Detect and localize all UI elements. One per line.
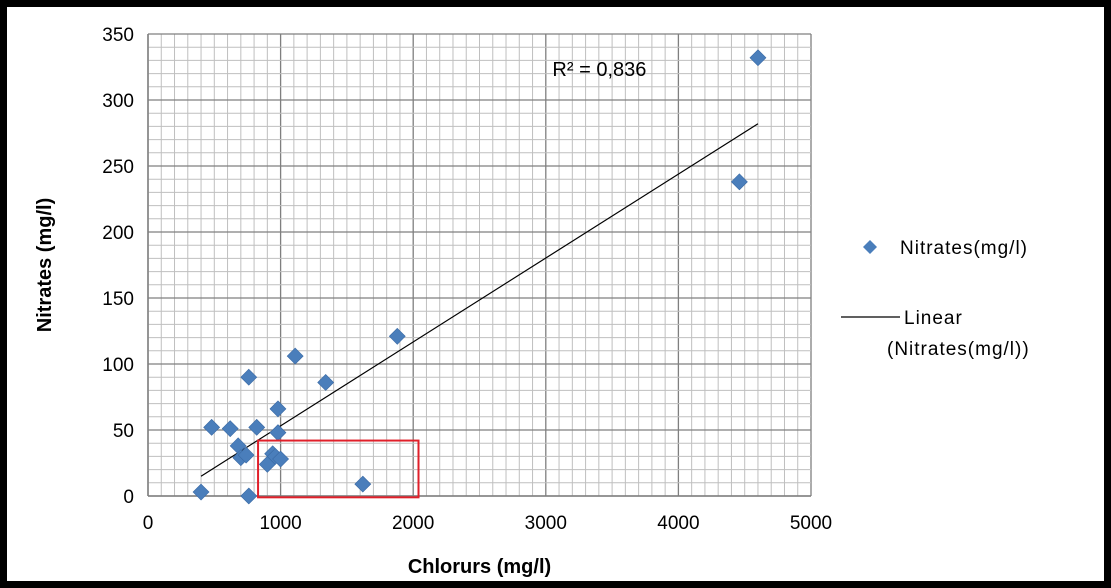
chart-area: 0 1000 2000 3000 4000 5000 0 50 100 150 200 250 300 3… bbox=[7, 7, 1104, 581]
data-point bbox=[730, 173, 748, 191]
data-point bbox=[269, 400, 287, 418]
scatter-chart: 0 1000 2000 3000 4000 5000 0 50 100 150 200 250 300 3… bbox=[34, 25, 1030, 578]
grid bbox=[147, 33, 812, 497]
y-tick-label: 200 bbox=[102, 223, 134, 244]
x-tick-label: 4000 bbox=[657, 513, 699, 534]
legend-label-linear-line1: Linear bbox=[904, 308, 963, 329]
x-tick-label: 0 bbox=[143, 513, 154, 534]
data-point bbox=[240, 368, 258, 386]
y-tick-label: 0 bbox=[123, 487, 134, 508]
data-point bbox=[192, 483, 210, 501]
legend-marker-nitrates bbox=[863, 240, 877, 254]
annotations: R² = 0,836 bbox=[552, 59, 646, 81]
x-tick-label: 2000 bbox=[392, 513, 434, 534]
data-point bbox=[272, 450, 290, 468]
y-tick-label: 150 bbox=[102, 289, 134, 310]
x-tick-label: 1000 bbox=[259, 513, 301, 534]
y-tick-label: 350 bbox=[102, 25, 134, 46]
data-point bbox=[203, 418, 221, 436]
data-point bbox=[269, 424, 287, 442]
x-axis-title: Chlorurs (mg/l) bbox=[408, 556, 551, 578]
data-point bbox=[388, 327, 406, 345]
data-point bbox=[286, 347, 304, 365]
data-point bbox=[240, 487, 258, 505]
data-point bbox=[354, 475, 372, 493]
legend-label-nitrates: Nitrates(mg/l) bbox=[900, 238, 1028, 259]
y-tick-label: 300 bbox=[102, 91, 134, 112]
x-tick-label: 3000 bbox=[525, 513, 567, 534]
y-tick-label: 50 bbox=[113, 421, 134, 442]
data-points bbox=[192, 49, 767, 505]
trendline bbox=[200, 123, 759, 477]
tick-labels: 0 1000 2000 3000 4000 5000 0 50 100 150 200 250 300 3… bbox=[102, 25, 832, 534]
y-tick-label: 250 bbox=[102, 157, 134, 178]
r-squared-label: R² = 0,836 bbox=[552, 59, 646, 81]
highlight-rectangle bbox=[257, 439, 420, 499]
highlight-box bbox=[257, 439, 420, 499]
x-tick-label: 5000 bbox=[790, 513, 832, 534]
data-point bbox=[237, 446, 255, 464]
y-tick-label: 100 bbox=[102, 355, 134, 376]
legend-label-linear-line2: (Nitrates(mg/l)) bbox=[887, 339, 1030, 360]
data-point bbox=[749, 49, 767, 67]
legend: Nitrates(mg/l) Linear (Nitrates(mg/l)) bbox=[841, 238, 1030, 360]
data-point bbox=[221, 420, 239, 438]
data-point bbox=[317, 374, 335, 391]
data-point bbox=[248, 418, 266, 436]
trendline-line bbox=[200, 123, 759, 477]
y-axis-title: Nitrates (mg/l) bbox=[34, 198, 56, 332]
